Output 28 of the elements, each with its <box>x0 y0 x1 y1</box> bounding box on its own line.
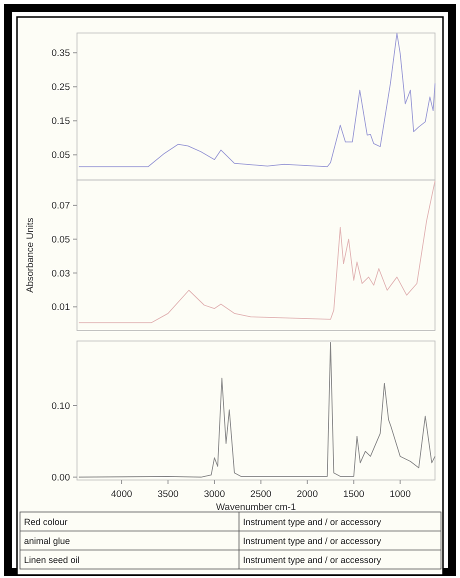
text: Instrument type and / or accessory <box>243 555 382 565</box>
text: Red colour <box>24 517 68 527</box>
text: Linen seed oil <box>24 555 80 565</box>
y-tick-label: 0.01 <box>52 302 70 314</box>
text: Instrument type and / or accessory <box>243 517 382 527</box>
text: Instrument type and / or accessory <box>243 536 382 546</box>
text: animal glue <box>24 536 70 546</box>
x-tick-label: 4000 <box>111 489 132 500</box>
y-axis-title: Absorbance Units <box>25 218 36 293</box>
y-tick-label: 0.05 <box>52 150 70 162</box>
x-tick-label: 3500 <box>157 489 179 500</box>
x-tick-label: 1500 <box>343 489 364 500</box>
x-tick-label: 2000 <box>296 489 318 500</box>
y-tick-label: 0.15 <box>52 116 70 128</box>
y-tick-label: 0.25 <box>52 82 70 94</box>
y-tick-label: 0.03 <box>52 268 70 280</box>
x-axis-title: Wavenumber cm-1 <box>216 502 296 513</box>
x-tick-label: 3000 <box>204 489 226 500</box>
y-tick-label: 0.07 <box>52 200 70 212</box>
line-series <box>78 32 436 168</box>
y-tick-label: 0.00 <box>52 472 70 484</box>
x-tick-label: 2500 <box>250 489 272 500</box>
y-tick-label: 0.05 <box>52 234 70 246</box>
line-series <box>78 180 436 324</box>
line-series <box>78 342 436 478</box>
y-tick-label: 0.35 <box>52 48 70 60</box>
y-tick-label: 0.10 <box>52 400 70 412</box>
x-tick-label: 1000 <box>390 489 411 500</box>
